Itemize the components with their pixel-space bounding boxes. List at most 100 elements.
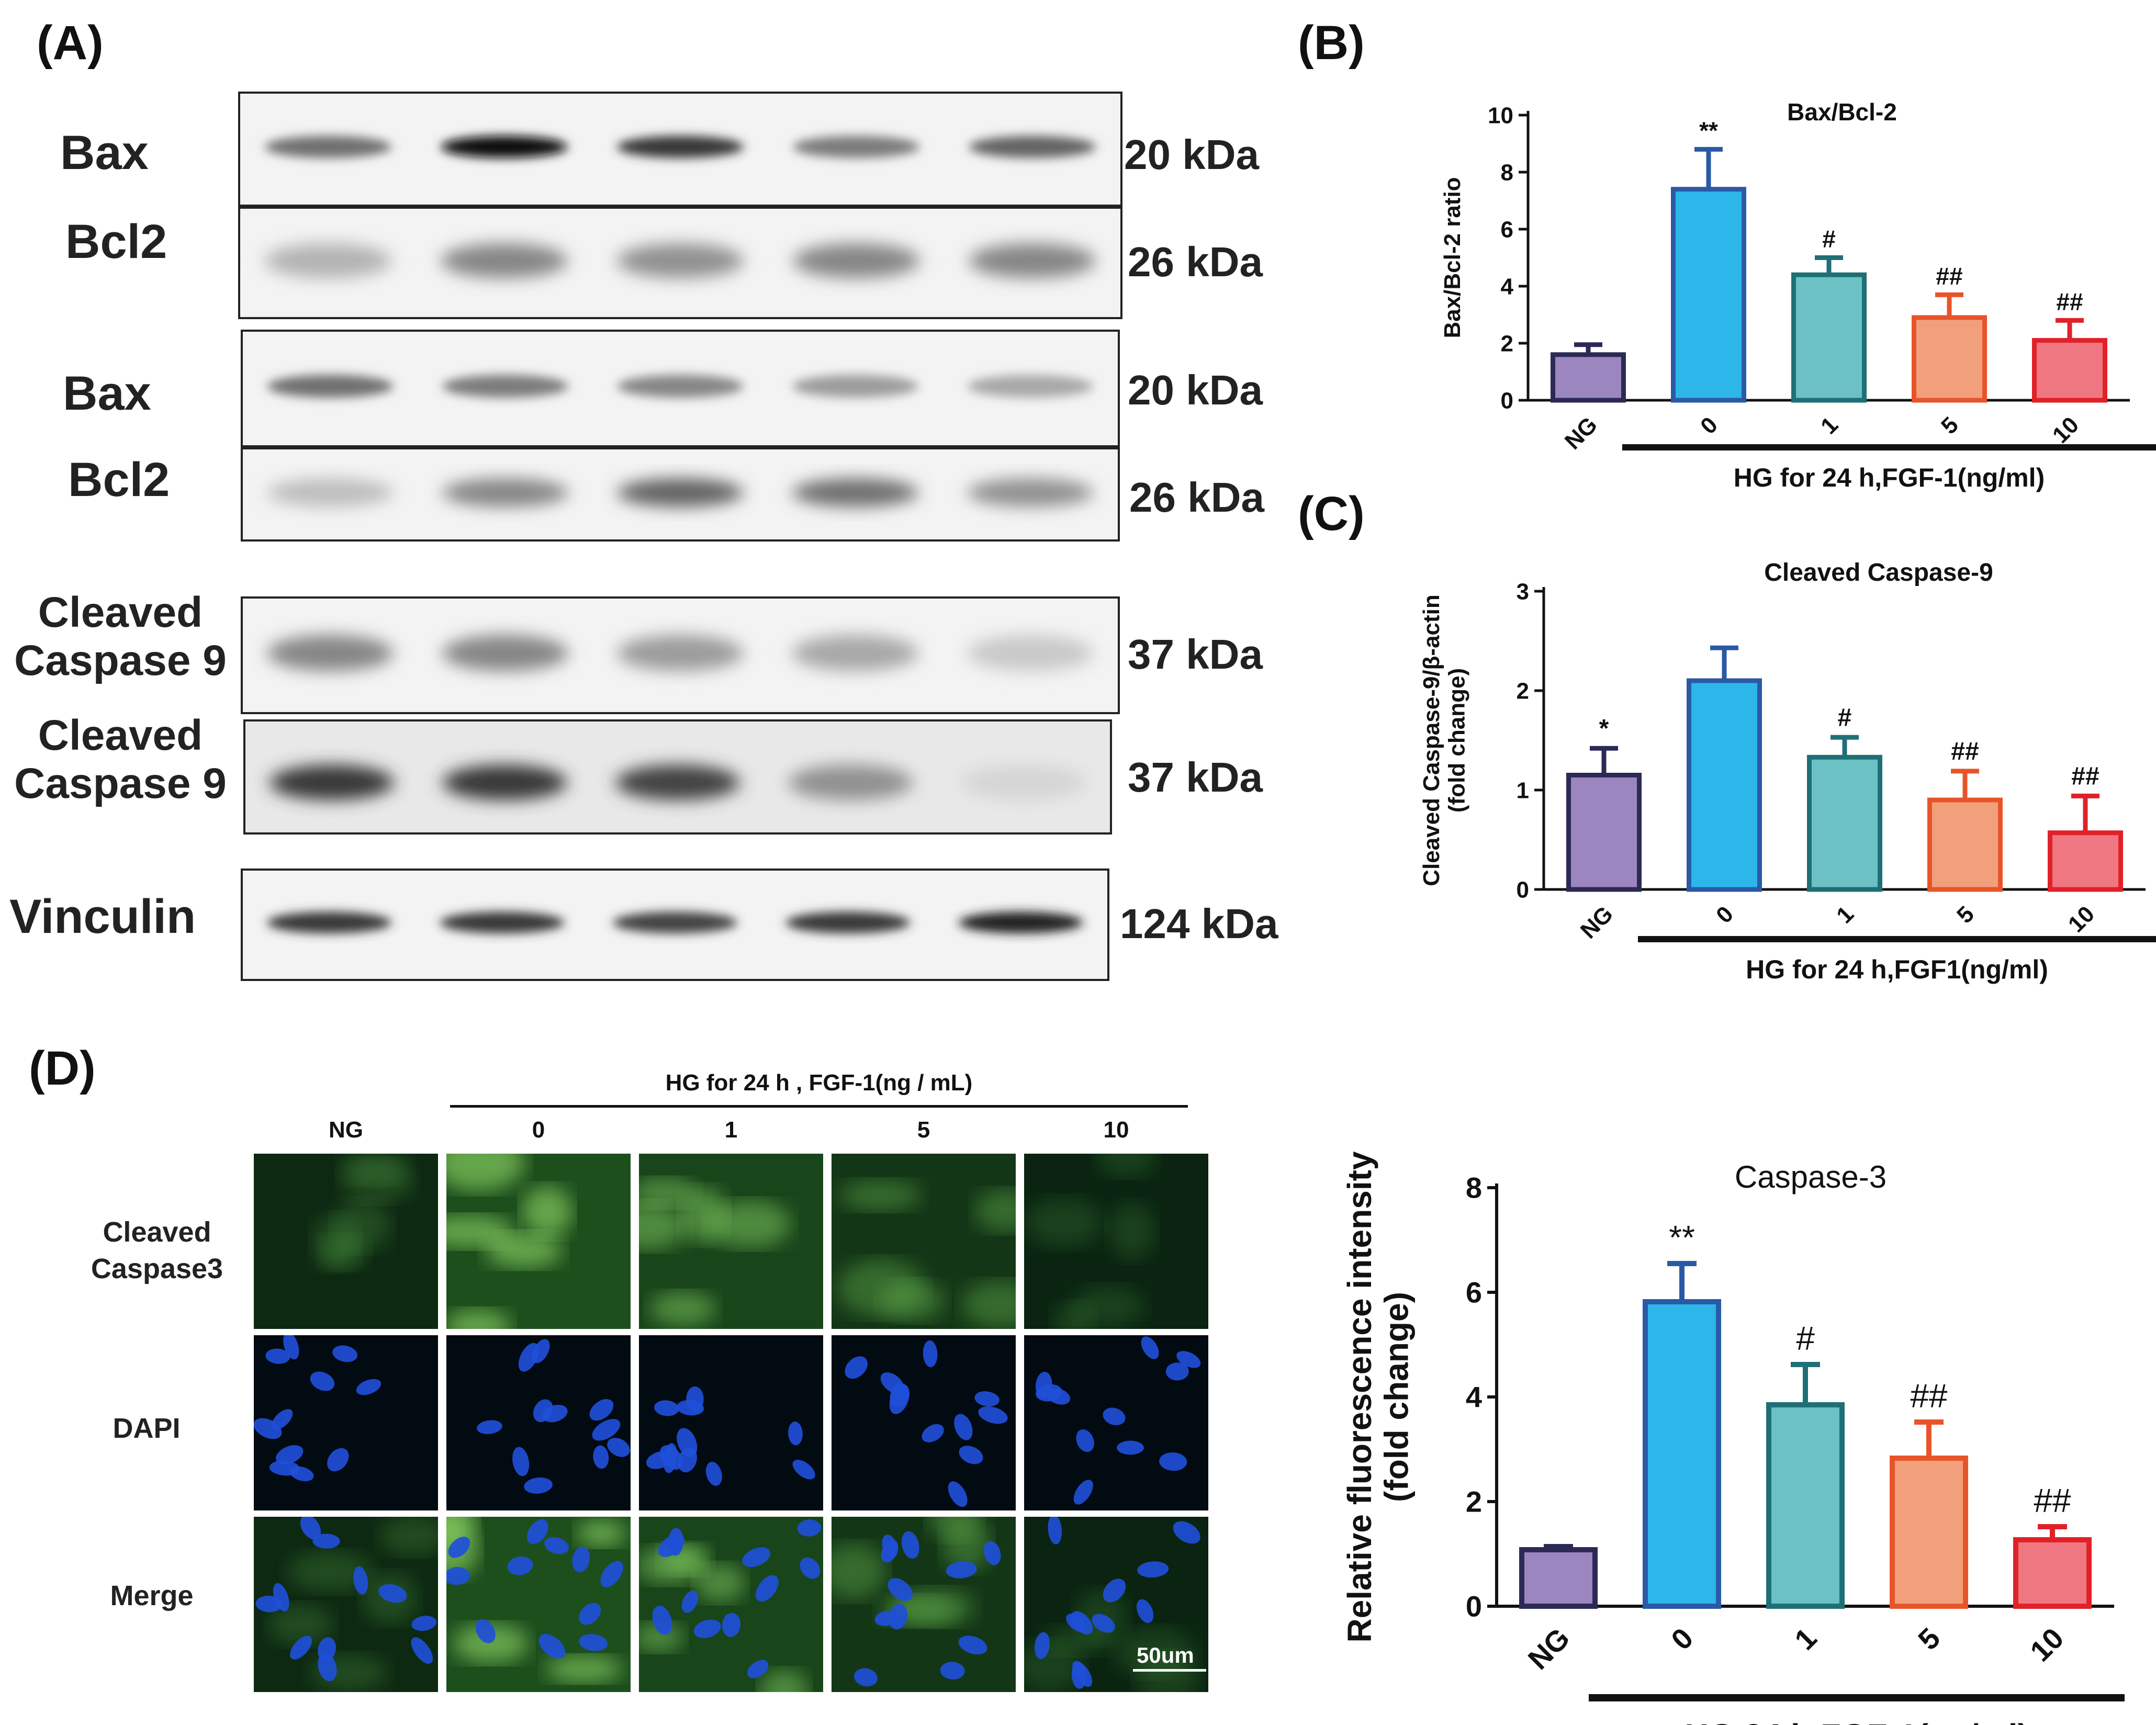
if-image-tile (1024, 1154, 1208, 1329)
bar (1687, 678, 1762, 892)
if-nucleus (747, 1660, 769, 1678)
if-cell-signal (446, 1517, 476, 1543)
y-tick-label: 0 (1501, 388, 1513, 413)
if-nucleus (538, 1633, 566, 1659)
if-nucleus (974, 1391, 1000, 1407)
if-nucleus (901, 1531, 919, 1559)
x-tick-label: 5 (1912, 1621, 1947, 1656)
chart-title: Bax/Bcl-2 (1787, 98, 1897, 126)
x-tick-label: 1 (1832, 901, 1859, 928)
blot-band (267, 375, 394, 398)
if-image (646, 1386, 815, 1486)
if-nucleus (532, 1339, 550, 1363)
significance-label: ## (2056, 288, 2083, 315)
if-nucleus (276, 1445, 304, 1465)
bar (1890, 1456, 1968, 1609)
if-image (1024, 1517, 1208, 1692)
blot-band (440, 911, 565, 934)
y-axis-label-secondary: (fold change) (1377, 1292, 1415, 1502)
panel-label-a: (A) (37, 16, 104, 70)
blot-band (441, 243, 568, 278)
blot-band (958, 911, 1083, 934)
if-cell-signal (577, 1520, 626, 1547)
blot-band (967, 375, 1094, 398)
x-tick-label: 0 (1665, 1621, 1700, 1656)
blot-kda-label: 26 kDa (1129, 474, 1264, 521)
y-tick-label: 0 (1517, 877, 1529, 903)
if-nucleus (318, 1637, 336, 1662)
if-nucleus (353, 1566, 368, 1595)
blot-strip (243, 719, 1112, 835)
bar (1766, 1402, 1845, 1609)
panel-label-b: (B) (1298, 16, 1365, 70)
if-nucleus (607, 1438, 630, 1457)
blot-band (615, 764, 740, 801)
if-cell-signal (892, 1588, 975, 1626)
significance-label: # (1796, 1320, 1815, 1357)
blot-band (267, 911, 392, 934)
if-nucleus (658, 1534, 685, 1558)
blot-band (967, 635, 1094, 671)
x-tick-label: 1 (1816, 412, 1843, 439)
blot-kda-label: 26 kDa (1128, 239, 1263, 285)
if-nucleus (533, 1399, 553, 1423)
scale-bar-line (1133, 1669, 1206, 1672)
if-cell-signal (1072, 1286, 1144, 1327)
if-image (639, 1154, 823, 1329)
if-cell-signal (446, 1310, 511, 1329)
y-tick-label: 0 (1466, 1590, 1482, 1623)
if-nucleus (946, 1561, 977, 1579)
y-tick-label: 2 (1517, 678, 1529, 704)
blot-strip (241, 447, 1120, 542)
if-nucleus (592, 1419, 621, 1441)
if-nucleus (600, 1561, 623, 1587)
y-tick-label: 4 (1466, 1381, 1482, 1414)
if-nucleus (983, 1541, 1001, 1565)
if-nucleus (593, 1445, 609, 1469)
if-cell-signal (760, 1670, 808, 1692)
significance-label: # (1838, 704, 1852, 731)
if-nucleus (948, 1481, 968, 1507)
if-image-tile (254, 1154, 438, 1329)
blot-band (969, 136, 1096, 158)
blot-strip (241, 330, 1120, 447)
significance-label: ** (1669, 1219, 1695, 1256)
if-row-label: Merge (110, 1580, 194, 1611)
if-nucleus (1173, 1521, 1200, 1544)
if-nucleus (1047, 1388, 1071, 1405)
if-cell-signal (1136, 1653, 1199, 1692)
if-nucleus (756, 1575, 779, 1602)
blot-band (967, 478, 1094, 508)
if-nucleus (411, 1616, 437, 1631)
if-nucleus (1137, 1561, 1169, 1578)
if-nucleus (290, 1636, 312, 1660)
if-nucleus (289, 1466, 314, 1482)
if-row-label: Cleaved Caspase3 (91, 1216, 223, 1285)
x-axis-label: HG for 24 h,FGF-1(ng/ml) (1734, 463, 2045, 492)
chart-cleaved-caspase9: 0 1 2 3 * NG 0 #1 ## 5 ## 10 HG for 24 h,FGF1(ng/ml)… (1419, 559, 2156, 984)
if-image (446, 1517, 631, 1692)
blot-row-label: Bax (60, 126, 149, 179)
if-cell-signal (446, 1154, 524, 1191)
y-tick-label: 10 (1488, 103, 1513, 128)
y-tick-label: 6 (1466, 1276, 1482, 1309)
if-nucleus (693, 1619, 721, 1638)
if-nucleus (475, 1619, 496, 1643)
if-nucleus (1103, 1579, 1126, 1603)
y-axis-label: Bax/Bcl-2 ratio (1440, 177, 1465, 338)
blot-strip-image (267, 478, 1094, 508)
if-nucleus (572, 1547, 590, 1573)
blot-kda-label: 20 kDa (1128, 367, 1263, 413)
if-image (845, 1340, 1008, 1507)
if-nucleus (681, 1591, 698, 1613)
if-cell-signal (485, 1232, 563, 1268)
y-tick-label: 8 (1501, 160, 1513, 185)
x-axis-label: HG for 24 h,FGF1(ng/ml) (1746, 955, 2048, 984)
blot-band (792, 635, 918, 671)
if-nucleus (797, 1519, 822, 1537)
y-tick-label: 3 (1517, 579, 1529, 604)
if-nucleus (652, 1605, 672, 1635)
blot-strip (241, 869, 1109, 981)
if-nucleus (507, 1556, 533, 1575)
y-axis-label: Cleaved Caspase-9/β-actin (1419, 594, 1444, 886)
